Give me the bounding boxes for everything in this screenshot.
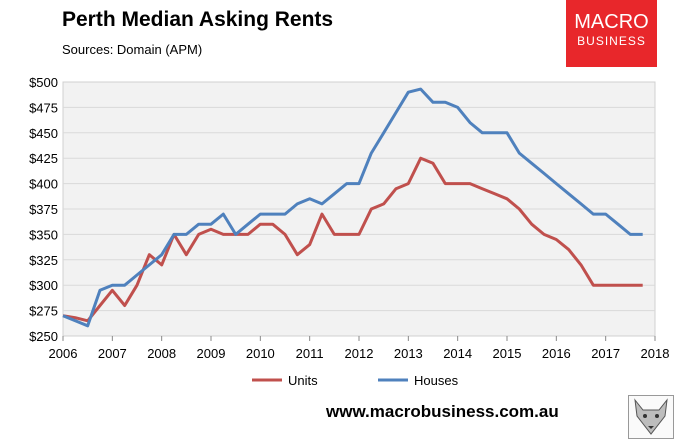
series-lines	[62, 87, 643, 328]
x-tick-label: 2015	[493, 346, 522, 361]
y-tick-label: $375	[29, 202, 58, 217]
x-tick-label: 2013	[394, 346, 423, 361]
chart-subtitle: Sources: Domain (APM)	[62, 42, 203, 57]
y-tick-label: $500	[29, 75, 58, 90]
x-tick-label: 2008	[147, 346, 176, 361]
legend-label-houses: Houses	[414, 373, 459, 388]
y-tick-label: $275	[29, 304, 58, 319]
legend-label-units: Units	[288, 373, 318, 388]
y-tick-label: $325	[29, 253, 58, 268]
y-tick-label: $400	[29, 177, 58, 192]
macrobusiness-logo: MACRO BUSINESS	[566, 0, 657, 67]
series-line-units	[62, 156, 643, 323]
x-tick-label: 2018	[641, 346, 670, 361]
x-tick-label: 2006	[49, 346, 78, 361]
logo-line-2: BUSINESS	[577, 34, 646, 48]
y-tick-label: $350	[29, 227, 58, 242]
x-tick-label: 2017	[591, 346, 620, 361]
legend: Units Houses	[252, 373, 459, 388]
x-tick-label: 2009	[197, 346, 226, 361]
y-tick-label: $425	[29, 151, 58, 166]
x-tick-label: 2016	[542, 346, 571, 361]
fox-mascot-icon	[628, 395, 674, 439]
x-tick-label: 2010	[246, 346, 275, 361]
y-tick-label: $250	[29, 329, 58, 344]
x-tick-label: 2012	[345, 346, 374, 361]
x-tick-label: 2014	[443, 346, 472, 361]
y-axis-tick-labels: $250 $275 $300 $325 $350 $375 $400 $425 $450 $475…	[29, 75, 58, 344]
y-tick-label: $300	[29, 278, 58, 293]
logo-line-1: MACRO	[574, 11, 649, 33]
y-tick-label: $450	[29, 126, 58, 141]
x-tick-label: 2011	[296, 346, 324, 361]
website-url: www.macrobusiness.com.au	[326, 402, 559, 421]
chart-title: Perth Median Asking Rents	[62, 8, 334, 31]
y-tick-label: $475	[29, 100, 58, 115]
series-line-houses	[62, 87, 643, 328]
x-axis-tick-labels: 2006 2007 2008 2009 2010 2011 2012 2013 2014 2015…	[49, 336, 670, 361]
x-tick-label: 2007	[98, 346, 127, 361]
